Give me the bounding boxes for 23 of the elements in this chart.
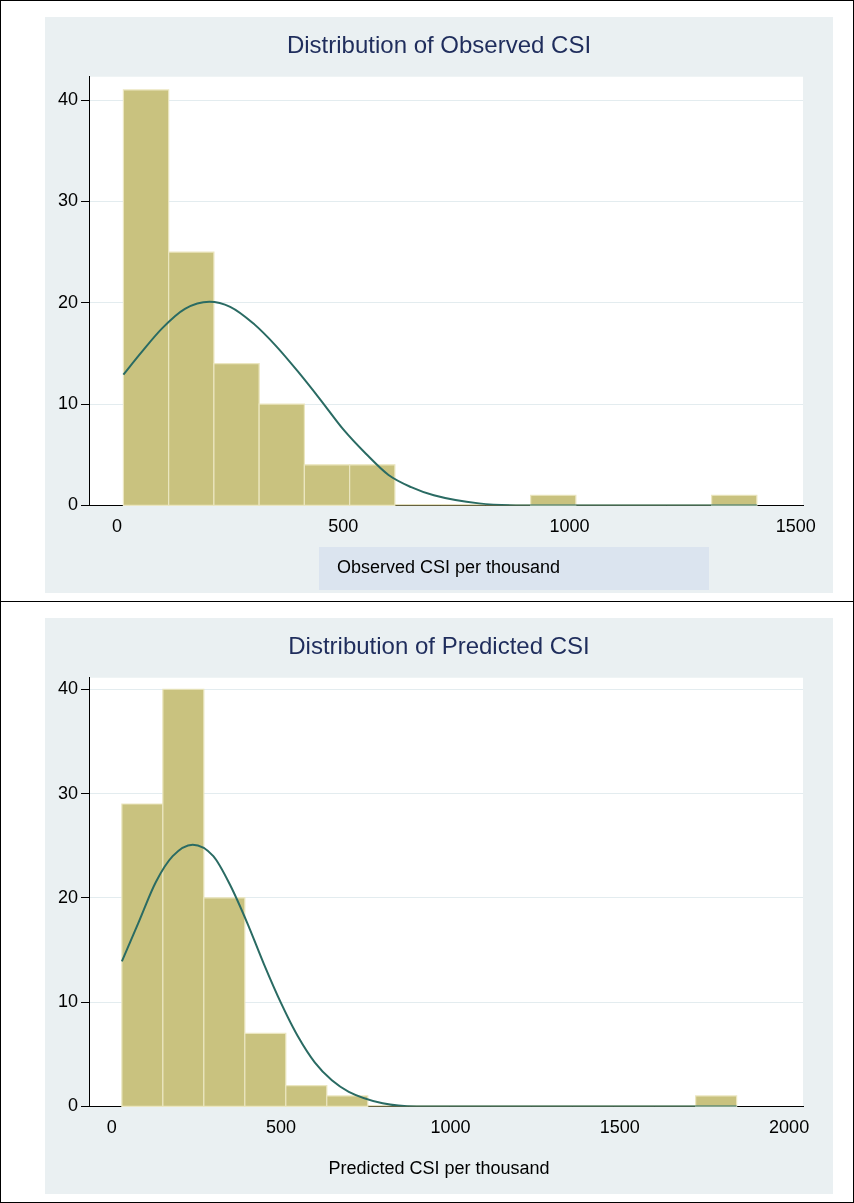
y-tick-label: 30 bbox=[57, 782, 79, 803]
y-tick-label: 40 bbox=[57, 89, 79, 110]
y-tick-label: 20 bbox=[57, 291, 79, 312]
y-tick-label: 20 bbox=[57, 886, 79, 907]
x-tick-label: 2000 bbox=[769, 1117, 810, 1138]
y-tick-label: 0 bbox=[68, 1095, 79, 1116]
x-tick-label: 1000 bbox=[430, 1117, 471, 1138]
y-tick-label: 10 bbox=[57, 991, 79, 1012]
x-tick-label: 1500 bbox=[775, 516, 816, 537]
y-tick-label: 40 bbox=[57, 678, 79, 699]
y-tick-label: 0 bbox=[68, 494, 79, 515]
y-tick-label: 10 bbox=[57, 393, 79, 414]
x-tick-label: 1000 bbox=[549, 516, 590, 537]
y-tick-label: 30 bbox=[57, 190, 79, 211]
chart-title: Distribution of Observed CSI bbox=[285, 31, 593, 59]
x-tick-label: 500 bbox=[328, 516, 359, 537]
x-axis-title: Observed CSI per thousand bbox=[319, 547, 709, 590]
x-axis-title: Predicted CSI per thousand bbox=[327, 1158, 551, 1179]
x-tick-label: 500 bbox=[266, 1117, 297, 1138]
x-tick-label: 1500 bbox=[599, 1117, 640, 1138]
x-tick-label: 0 bbox=[106, 1117, 117, 1138]
x-tick-label: 0 bbox=[112, 516, 123, 537]
chart-title: Distribution of Predicted CSI bbox=[287, 632, 591, 660]
